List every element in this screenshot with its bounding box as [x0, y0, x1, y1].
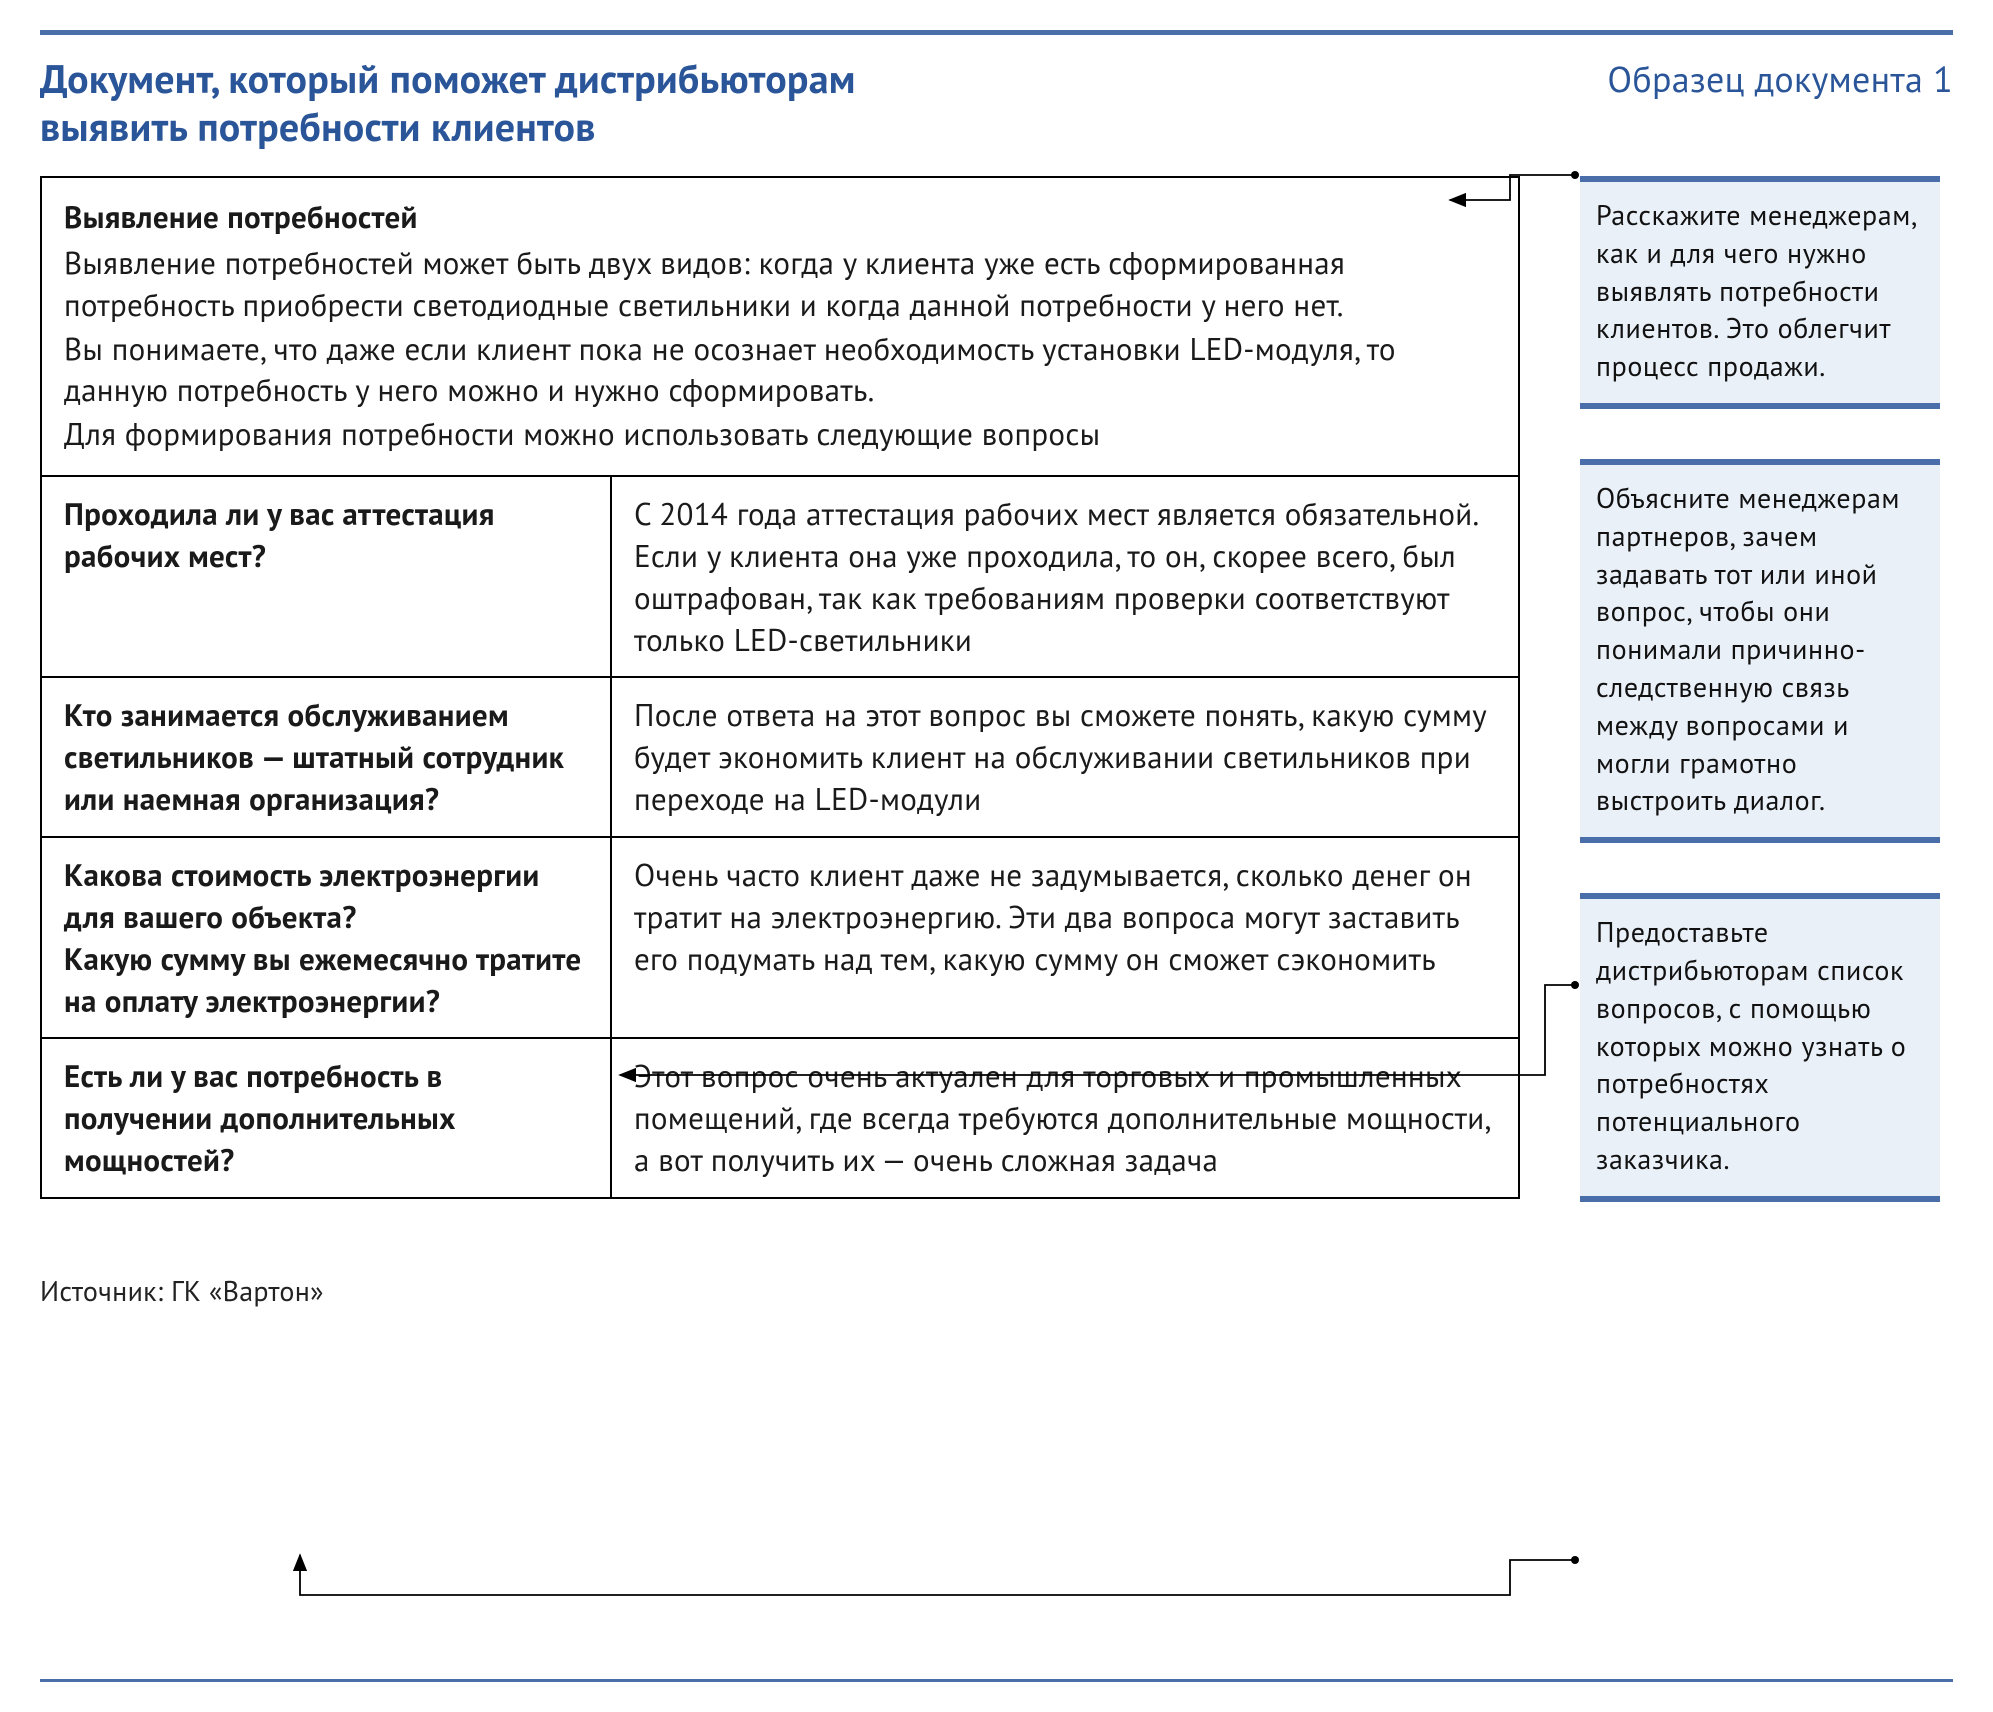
intro-cell: Выявление потребностей Выявление потребн…: [42, 178, 1518, 477]
answer-cell: С 2014 года аттестация рабочих мест явля…: [612, 477, 1518, 676]
question-cell: Есть ли у вас потребность в получении до…: [42, 1039, 612, 1197]
intro-p1: Выявление потребностей может быть двух в…: [64, 242, 1496, 326]
document-title: Документ, который поможет дистрибьюторам…: [40, 55, 940, 151]
table-row: Есть ли у вас потребность в получении до…: [42, 1039, 1518, 1197]
header-row: Документ, который поможет дистрибьюторам…: [40, 55, 1953, 151]
table-row: Проходила ли у вас аттестация рабочих ме…: [42, 477, 1518, 678]
answer-cell: Очень часто клиент даже не задумывается,…: [612, 838, 1518, 1037]
table-row: Какова стоимость электроэнергии для ваше…: [42, 838, 1518, 1039]
intro-p2: Вы понимаете, что даже если клиент пока …: [64, 328, 1496, 412]
top-rule: [40, 30, 1953, 35]
source-line: Источник: ГК «Вартон»: [40, 1272, 1953, 1309]
sample-label: Образец документа 1: [1607, 55, 1953, 102]
content-area: Выявление потребностей Выявление потребн…: [40, 176, 1953, 1252]
intro-heading: Выявление потребностей: [64, 196, 1496, 238]
main-table: Выявление потребностей Выявление потребн…: [40, 176, 1520, 1199]
side-note-1: Расскажите менеджерам, как и для чего ну…: [1580, 176, 1940, 409]
intro-p3: Для формирования потребности можно испол…: [64, 413, 1496, 455]
question-cell: Кто занимается обслуживанием светильнико…: [42, 678, 612, 836]
side-note-2: Объясните менеджерам партнеров, зачем за…: [1580, 459, 1940, 843]
question-cell: Проходила ли у вас аттестация рабочих ме…: [42, 477, 612, 676]
bottom-rule: [40, 1679, 1953, 1682]
question-cell: Какова стоимость электроэнергии для ваше…: [42, 838, 612, 1037]
sidebar: Расскажите менеджерам, как и для чего ну…: [1580, 176, 1940, 1252]
answer-cell: После ответа на этот вопрос вы сможете п…: [612, 678, 1518, 836]
answer-cell: Этот вопрос очень актуален для торговых …: [612, 1039, 1518, 1197]
side-note-3: Предоставьте дистрибьюторам список вопро…: [1580, 893, 1940, 1202]
table-row: Кто занимается обслуживанием светильнико…: [42, 678, 1518, 838]
